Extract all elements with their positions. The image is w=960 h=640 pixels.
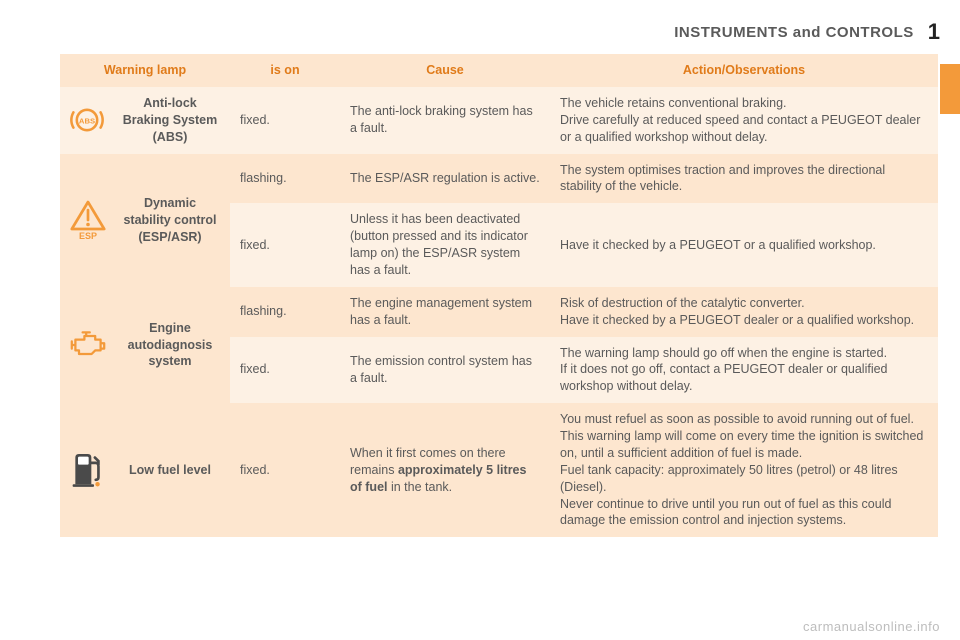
engine-r1-action-line2: Have it checked by a PEUGEOT dealer or a… bbox=[560, 312, 928, 329]
engine-r2-state: fixed. bbox=[230, 337, 340, 404]
side-tab bbox=[940, 64, 960, 114]
fuel-cause-post: in the tank. bbox=[388, 480, 453, 494]
abs-icon: ABS bbox=[70, 103, 104, 137]
fuel-state: fixed. bbox=[230, 403, 340, 537]
abs-action: The vehicle retains conventional braking… bbox=[550, 87, 938, 154]
abs-action-line1: The vehicle retains conventional braking… bbox=[560, 95, 928, 112]
table-row: ABS Anti-lock Braking System (ABS) fixed… bbox=[60, 87, 938, 154]
abs-action-line2: Drive carefully at reduced speed and con… bbox=[560, 112, 928, 146]
table-row: ESP Dynamic stability control (ESP/ASR) … bbox=[60, 154, 938, 204]
esp-r1-cause: The ESP/ASR regulation is active. bbox=[340, 154, 550, 204]
table-row: Engine autodiagnosis system flashing. Th… bbox=[60, 287, 938, 337]
chapter-number: 1 bbox=[928, 19, 940, 45]
page-title: INSTRUMENTS and CONTROLS bbox=[674, 24, 914, 41]
abs-icon-cell: ABS bbox=[60, 87, 110, 154]
fuel-action-line4: Never continue to drive until you run ou… bbox=[560, 496, 928, 530]
fuel-action: You must refuel as soon as possible to a… bbox=[550, 403, 938, 537]
engine-r1-cause: The engine management system has a fault… bbox=[340, 287, 550, 337]
warning-lamp-table: Warning lamp is on Cause Action/Observat… bbox=[60, 54, 938, 537]
fuel-action-line3: Fuel tank capacity: approximately 50 lit… bbox=[560, 462, 928, 496]
engine-r2-action-line1: The warning lamp should go off when the … bbox=[560, 345, 928, 362]
engine-r1-action: Risk of destruction of the catalytic con… bbox=[550, 287, 938, 337]
svg-text:ABS: ABS bbox=[79, 117, 95, 126]
table-row: Low fuel level fixed. When it first come… bbox=[60, 403, 938, 537]
col-action: Action/Observations bbox=[550, 54, 938, 87]
engine-r2-cause: The emission control system has a fault. bbox=[340, 337, 550, 404]
engine-r1-state: flashing. bbox=[230, 287, 340, 337]
fuel-icon bbox=[70, 452, 102, 488]
abs-state: fixed. bbox=[230, 87, 340, 154]
esp-icon: ESP bbox=[70, 200, 106, 240]
col-warning-lamp: Warning lamp bbox=[60, 54, 230, 87]
abs-cause: The anti-lock braking system has a fault… bbox=[340, 87, 550, 154]
engine-icon-cell bbox=[60, 287, 110, 403]
esp-r2-action: Have it checked by a PEUGEOT or a qualif… bbox=[550, 203, 938, 287]
fuel-cause: When it first comes on there remains app… bbox=[340, 403, 550, 537]
svg-text:ESP: ESP bbox=[79, 231, 97, 240]
engine-r1-action-line1: Risk of destruction of the catalytic con… bbox=[560, 295, 928, 312]
engine-r2-action-line2: If it does not go off, contact a PEUGEOT… bbox=[560, 361, 928, 395]
engine-icon bbox=[70, 330, 106, 360]
table-header-row: Warning lamp is on Cause Action/Observat… bbox=[60, 54, 938, 87]
col-is-on: is on bbox=[230, 54, 340, 87]
col-cause: Cause bbox=[340, 54, 550, 87]
fuel-icon-cell bbox=[60, 403, 110, 537]
table: Warning lamp is on Cause Action/Observat… bbox=[60, 54, 938, 537]
esp-r1-action: The system optimises traction and improv… bbox=[550, 154, 938, 204]
abs-name: Anti-lock Braking System (ABS) bbox=[110, 87, 230, 154]
esp-r2-state: fixed. bbox=[230, 203, 340, 287]
esp-r1-state: flashing. bbox=[230, 154, 340, 204]
watermark: carmanualsonline.info bbox=[803, 619, 940, 634]
esp-icon-cell: ESP bbox=[60, 154, 110, 287]
esp-r2-cause: Unless it has been deactivated (button p… bbox=[340, 203, 550, 287]
page: INSTRUMENTS and CONTROLS 1 Warning lamp … bbox=[0, 0, 960, 640]
fuel-name: Low fuel level bbox=[110, 403, 230, 537]
fuel-action-line1: You must refuel as soon as possible to a… bbox=[560, 411, 928, 428]
esp-name: Dynamic stability control (ESP/ASR) bbox=[110, 154, 230, 287]
engine-name: Engine autodiagnosis system bbox=[110, 287, 230, 403]
fuel-action-line2: This warning lamp will come on every tim… bbox=[560, 428, 928, 462]
header-band: INSTRUMENTS and CONTROLS 1 bbox=[60, 20, 940, 44]
engine-r2-action: The warning lamp should go off when the … bbox=[550, 337, 938, 404]
